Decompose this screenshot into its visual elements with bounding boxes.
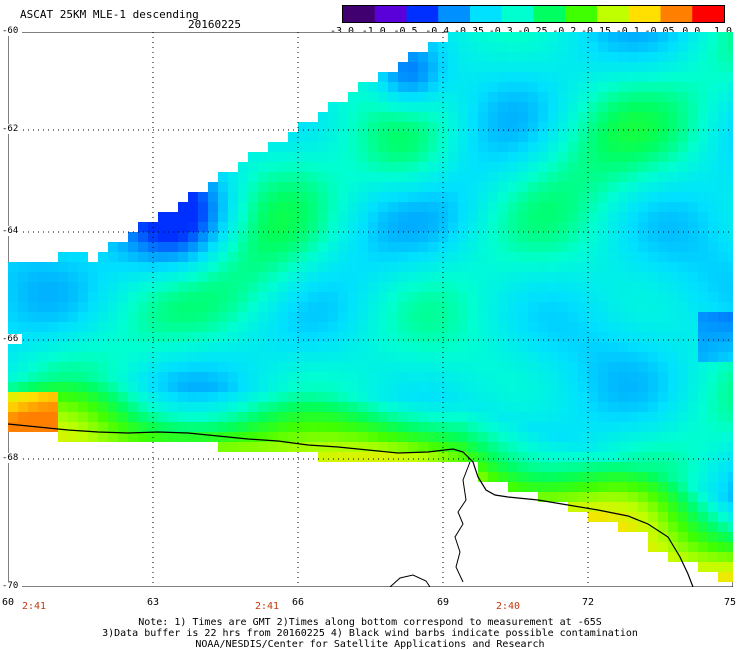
colorbar-segment	[660, 6, 693, 22]
longitude-label: 69	[436, 597, 450, 608]
colorbar-segment	[628, 6, 661, 22]
product-title: ASCAT 25KM MLE-1 descending	[20, 8, 199, 21]
colorbar-segment	[343, 6, 376, 22]
map-panel	[8, 32, 733, 587]
colorbar-segment	[597, 6, 630, 22]
time-label: 2:40	[495, 601, 521, 612]
colorbar	[342, 5, 725, 23]
latitude-label: -68	[2, 453, 22, 463]
latitude-label: -62	[2, 124, 22, 134]
note-line-3: NOAA/NESDIS/Center for Satellite Applica…	[195, 639, 545, 650]
coastline	[8, 423, 694, 587]
colorbar-segment	[438, 6, 471, 22]
longitude-label: 60	[1, 597, 15, 608]
coastline-inland-2	[389, 574, 431, 587]
longitude-label: 66	[291, 597, 305, 608]
colorbar-segment	[374, 6, 407, 22]
coastline-inland	[454, 461, 471, 583]
longitude-label: 75	[723, 597, 737, 608]
colorbar-segment	[692, 6, 724, 22]
latitude-label: -66	[2, 334, 22, 344]
graticule	[8, 32, 733, 587]
note-line-2: 3)Data buffer is 22 hrs from 20160225 4)…	[102, 628, 638, 639]
note-line-1: Note: 1) Times are GMT 2)Times along bot…	[138, 617, 602, 628]
time-label: 2:41	[21, 601, 47, 612]
longitude-label: 72	[581, 597, 595, 608]
longitude-label: 63	[146, 597, 160, 608]
colorbar-segment	[470, 6, 503, 22]
colorbar-segment	[406, 6, 439, 22]
colorbar-segment	[533, 6, 566, 22]
time-label: 2:41	[254, 601, 280, 612]
latitude-label: -70	[2, 581, 22, 591]
colorbar-segment	[565, 6, 598, 22]
latitude-label: -60	[2, 26, 22, 36]
latitude-label: -64	[2, 226, 22, 236]
product-date: 20160225	[188, 18, 241, 31]
colorbar-segment	[501, 6, 534, 22]
